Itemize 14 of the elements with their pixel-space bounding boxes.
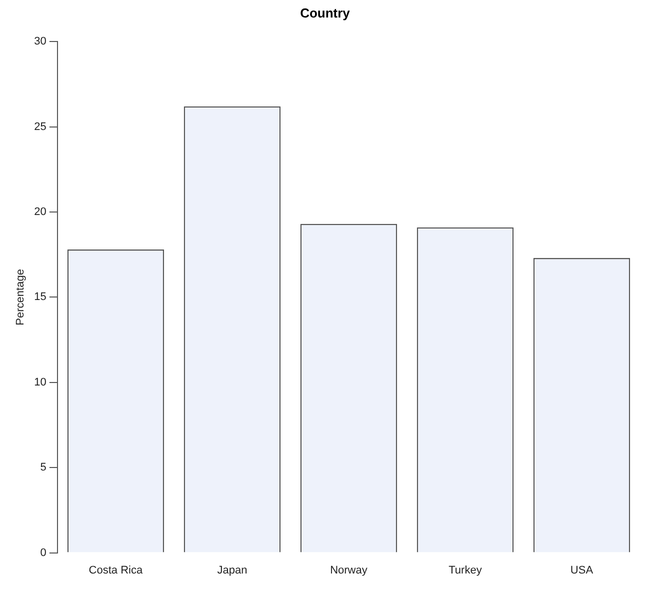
x-tick-label: USA xyxy=(570,564,594,576)
y-tick-label: 25 xyxy=(34,120,46,133)
chart-title: Country xyxy=(300,5,351,20)
y-tick-label: 15 xyxy=(34,291,46,304)
y-tick-label: 10 xyxy=(34,376,46,388)
x-tick-label: Turkey xyxy=(448,564,482,576)
x-tick-label: Norway xyxy=(330,564,368,576)
y-tick-label: 0 xyxy=(40,546,46,559)
y-axis-title: Percentage xyxy=(14,269,27,326)
y-tick-label: 30 xyxy=(34,36,46,48)
x-tick-label: Japan xyxy=(217,564,248,576)
y-tick-label: 20 xyxy=(34,206,46,218)
y-tick-label: 5 xyxy=(40,462,46,474)
x-tick-label: Costa Rica xyxy=(88,564,144,576)
